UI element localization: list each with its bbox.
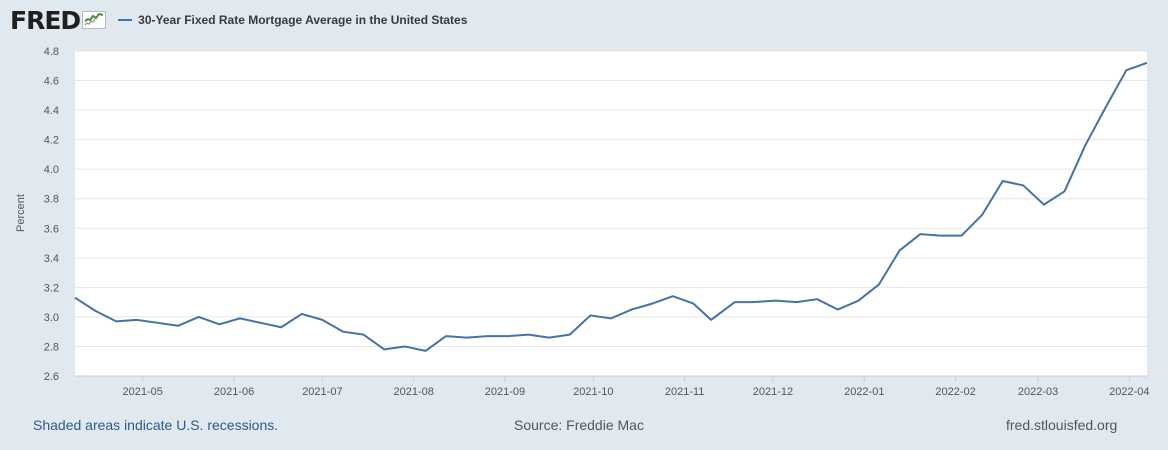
data-point[interactable] <box>113 318 119 324</box>
plot-area <box>75 51 1147 376</box>
y-tick-label: 4.2 <box>44 135 59 147</box>
fred-logo[interactable]: FRED <box>10 5 107 35</box>
data-point[interactable] <box>670 293 676 299</box>
data-point[interactable] <box>422 348 428 354</box>
data-point[interactable] <box>649 301 655 307</box>
data-point[interactable] <box>464 335 470 341</box>
data-point[interactable] <box>299 311 305 317</box>
data-point[interactable] <box>237 315 243 321</box>
y-axis-label: Percent <box>15 194 27 232</box>
chart-legend: 30-Year Fixed Rate Mortgage Average in t… <box>118 13 467 27</box>
data-point[interactable] <box>196 314 202 320</box>
y-tick-label: 4.6 <box>44 76 59 88</box>
y-tick-label: 3.8 <box>44 194 59 206</box>
x-tick-label: 2021-05 <box>123 386 163 398</box>
y-tick-label: 2.6 <box>44 371 59 383</box>
data-point[interactable] <box>708 317 714 323</box>
y-tick-label: 2.8 <box>44 341 59 353</box>
data-point[interactable] <box>361 332 367 338</box>
source-text: Source: Freddie Mac <box>514 417 644 433</box>
data-point[interactable] <box>794 299 800 305</box>
data-point[interactable] <box>773 298 779 304</box>
data-point[interactable] <box>1144 60 1150 66</box>
data-point[interactable] <box>505 333 511 339</box>
data-point[interactable] <box>587 312 593 318</box>
data-point[interactable] <box>546 335 552 341</box>
data-point[interactable] <box>979 212 985 218</box>
data-point[interactable] <box>381 346 387 352</box>
data-point[interactable] <box>1020 182 1026 188</box>
data-point[interactable] <box>134 317 140 323</box>
y-tick-label: 4.8 <box>44 46 59 58</box>
data-point[interactable] <box>1000 178 1006 184</box>
y-tick-label: 3.6 <box>44 223 59 235</box>
x-axis-ticks: 2021-05 2021-06 2021-07 2021-08 2021-09 2021-… <box>75 375 1150 398</box>
data-point[interactable] <box>938 233 944 239</box>
data-point[interactable] <box>484 333 490 339</box>
y-tick-label: 3.0 <box>44 312 59 324</box>
data-point[interactable] <box>958 233 964 239</box>
data-point[interactable] <box>897 247 903 253</box>
x-tick-label: 2021-12 <box>753 386 793 398</box>
fred-logo-text: FRED <box>10 5 81 35</box>
data-point[interactable] <box>1082 143 1088 149</box>
y-axis-ticks: 2.6 2.8 3.0 3.2 3.4 3.6 3.8 4.0 4.2 4.4 4.6 4.8 <box>44 46 59 383</box>
x-tick-label: 2022-01 <box>844 386 884 398</box>
data-point[interactable] <box>1123 67 1129 73</box>
data-point[interactable] <box>175 323 181 329</box>
data-point[interactable] <box>917 231 923 237</box>
x-tick-label: 2021-10 <box>573 386 613 398</box>
data-point[interactable] <box>1041 202 1047 208</box>
data-point[interactable] <box>72 295 78 301</box>
data-point[interactable] <box>732 299 738 305</box>
y-tick-label: 4.0 <box>44 164 59 176</box>
data-point[interactable] <box>1062 188 1068 194</box>
data-point[interactable] <box>608 315 614 321</box>
recession-note[interactable]: Shaded areas indicate U.S. recessions. <box>33 417 279 433</box>
x-tick-label: 2021-07 <box>302 386 342 398</box>
legend-swatch <box>118 19 133 21</box>
data-point[interactable] <box>690 301 696 307</box>
x-tick-label: 2022-03 <box>1018 386 1058 398</box>
data-point[interactable] <box>216 321 222 327</box>
data-point[interactable] <box>749 299 755 305</box>
data-point[interactable] <box>835 307 841 313</box>
series-line[interactable] <box>74 61 1148 352</box>
trend-chart-icon <box>82 11 107 29</box>
x-tick-label: 2021-11 <box>665 386 705 398</box>
data-point[interactable] <box>154 320 160 326</box>
data-point[interactable] <box>278 324 284 330</box>
chart-header: FRED 30-Year Fixed Rate Mortgage Average… <box>10 5 467 35</box>
data-point[interactable] <box>340 329 346 335</box>
x-tick-label: 2021-09 <box>485 386 525 398</box>
data-point[interactable] <box>1103 104 1109 110</box>
data-point[interactable] <box>93 308 99 314</box>
legend-label: 30-Year Fixed Rate Mortgage Average in t… <box>138 13 468 27</box>
data-point[interactable] <box>258 320 264 326</box>
y-tick-label: 4.4 <box>44 105 59 117</box>
data-point[interactable] <box>443 333 449 339</box>
data-point[interactable] <box>629 307 635 313</box>
data-point[interactable] <box>814 296 820 302</box>
x-tick-label: 2022-04 <box>1109 386 1149 398</box>
series-group <box>72 60 1150 354</box>
data-point[interactable] <box>855 298 861 304</box>
y-tick-label: 3.4 <box>44 253 59 265</box>
data-point[interactable] <box>567 332 573 338</box>
x-tick-label: 2021-08 <box>393 386 433 398</box>
x-tick-label: 2022-02 <box>935 386 975 398</box>
data-point[interactable] <box>402 343 408 349</box>
data-point[interactable] <box>526 332 532 338</box>
data-point[interactable] <box>876 281 882 287</box>
data-point[interactable] <box>319 317 325 323</box>
x-tick-label: 2021-06 <box>214 386 254 398</box>
site-link[interactable]: fred.stlouisfed.org <box>1006 417 1118 433</box>
y-tick-label: 3.2 <box>44 282 59 294</box>
